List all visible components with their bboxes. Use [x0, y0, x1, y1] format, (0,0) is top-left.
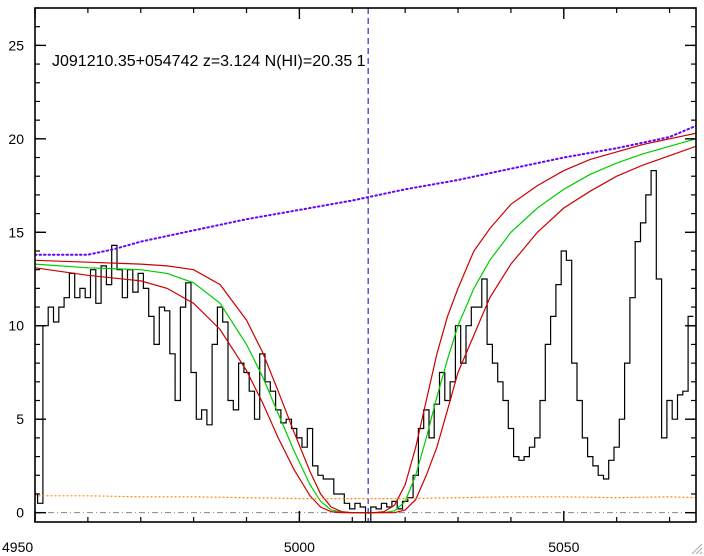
series-continuum	[35, 124, 696, 256]
y-tick-label: 25	[8, 37, 24, 53]
y-tick-label: 0	[16, 505, 24, 521]
plot-frame	[34, 7, 697, 523]
series-error	[35, 495, 696, 500]
y-tick-label: 15	[8, 224, 24, 240]
axes-layer: 4950 5000 5050 0 5 10 15 20 25	[2, 7, 697, 555]
series-layer	[35, 8, 696, 522]
series-fit-lower	[35, 145, 696, 514]
series-fit-upper	[35, 132, 696, 514]
x-tick-label: 5000	[284, 539, 315, 555]
series-fit	[35, 138, 696, 514]
y-tick-label: 10	[8, 318, 24, 334]
x-tick-label: 4950	[2, 539, 33, 555]
resize-grip-icon[interactable]	[690, 542, 702, 554]
y-tick-label: 20	[8, 131, 24, 147]
x-tick-label: 5050	[548, 539, 579, 555]
series-flux	[35, 170, 694, 522]
y-tick-label: 5	[16, 411, 24, 427]
chart-title: J091210.35+054742 z=3.124 N(HI)=20.35 1	[52, 53, 366, 70]
